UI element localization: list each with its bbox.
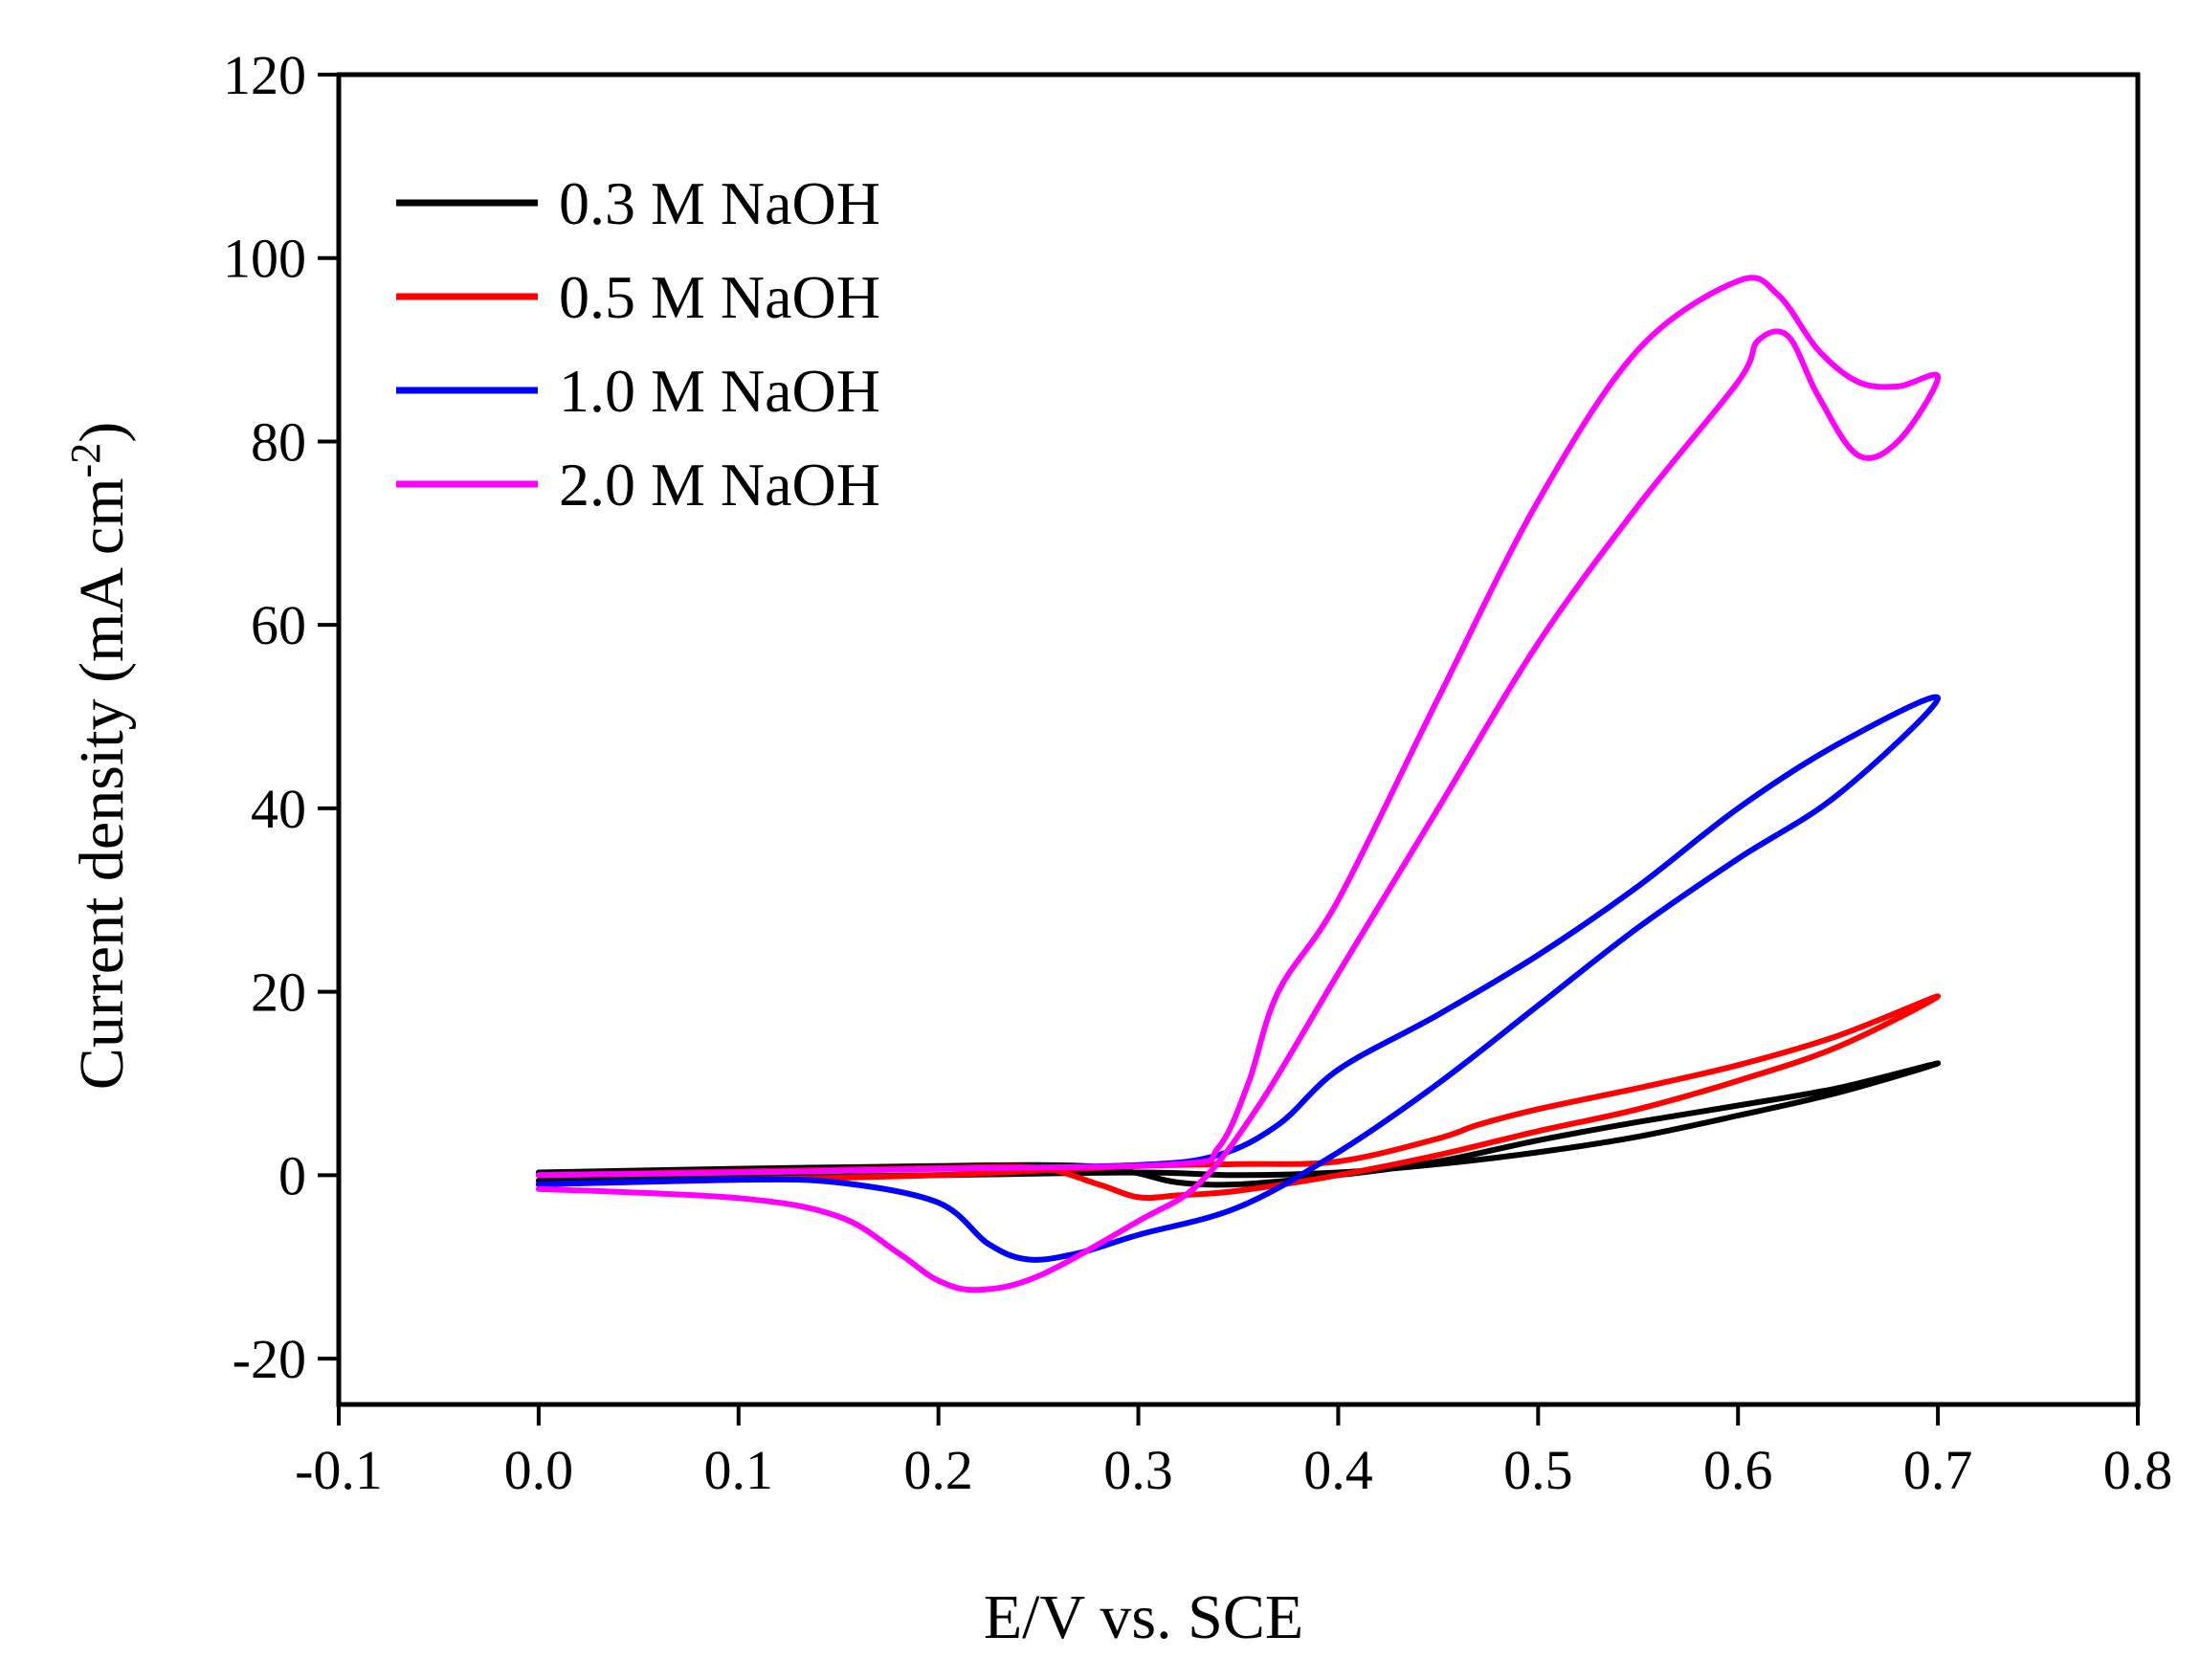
x-tick-label: 0.3: [1103, 1439, 1173, 1501]
y-axis-title-main: Current density (mA cm: [67, 477, 137, 1090]
y-tick-label: 20: [251, 962, 306, 1024]
x-axis-ticks: -0.1 0.0 0.1 0.2 0.3 0.4 0.5 0.6 0.7 0.8: [295, 1404, 2172, 1501]
y-axis-ticks: -20 0 20 40 60 80 100 120: [223, 44, 339, 1390]
x-tick-label: 0.5: [1503, 1439, 1573, 1501]
plot-frame: [336, 72, 2141, 1407]
y-tick-label: 0: [278, 1144, 306, 1206]
series-line-2-0-m-naoh: [535, 275, 1942, 1293]
legend-label: 2.0 M NaOH: [559, 451, 880, 519]
x-tick-label: 0.7: [1903, 1439, 1973, 1501]
y-tick-label: 100: [223, 228, 306, 290]
y-tick-label: 80: [251, 410, 306, 473]
y-axis-title-superscript: -2: [62, 443, 109, 478]
y-tick-label: 40: [251, 778, 306, 840]
y-tick-label: -20: [233, 1328, 306, 1390]
x-tick-label: 0.2: [903, 1439, 973, 1501]
y-axis-title: Current density (mA cm-2): [62, 422, 138, 1090]
y-axis-title-close: ): [67, 422, 137, 443]
x-tick-label: 0.4: [1303, 1439, 1373, 1501]
x-tick-label: 0.6: [1703, 1439, 1773, 1501]
series-curves: [535, 275, 1942, 1293]
x-tick-label: 0.0: [504, 1439, 574, 1501]
y-tick-label: 60: [251, 594, 306, 656]
legend-label: 1.0 M NaOH: [559, 357, 880, 425]
x-tick-label: 0.1: [704, 1439, 774, 1501]
legend: 0.3 M NaOH 0.5 M NaOH 1.0 M NaOH 2.0 M NaOH: [396, 169, 880, 519]
x-axis-title: E/V vs. SCE: [984, 1582, 1303, 1652]
x-tick-label: 0.8: [2103, 1439, 2173, 1501]
legend-label: 0.3 M NaOH: [559, 169, 880, 237]
y-tick-label: 120: [223, 44, 306, 106]
legend-label: 0.5 M NaOH: [559, 263, 880, 331]
x-tick-label: -0.1: [295, 1439, 383, 1501]
